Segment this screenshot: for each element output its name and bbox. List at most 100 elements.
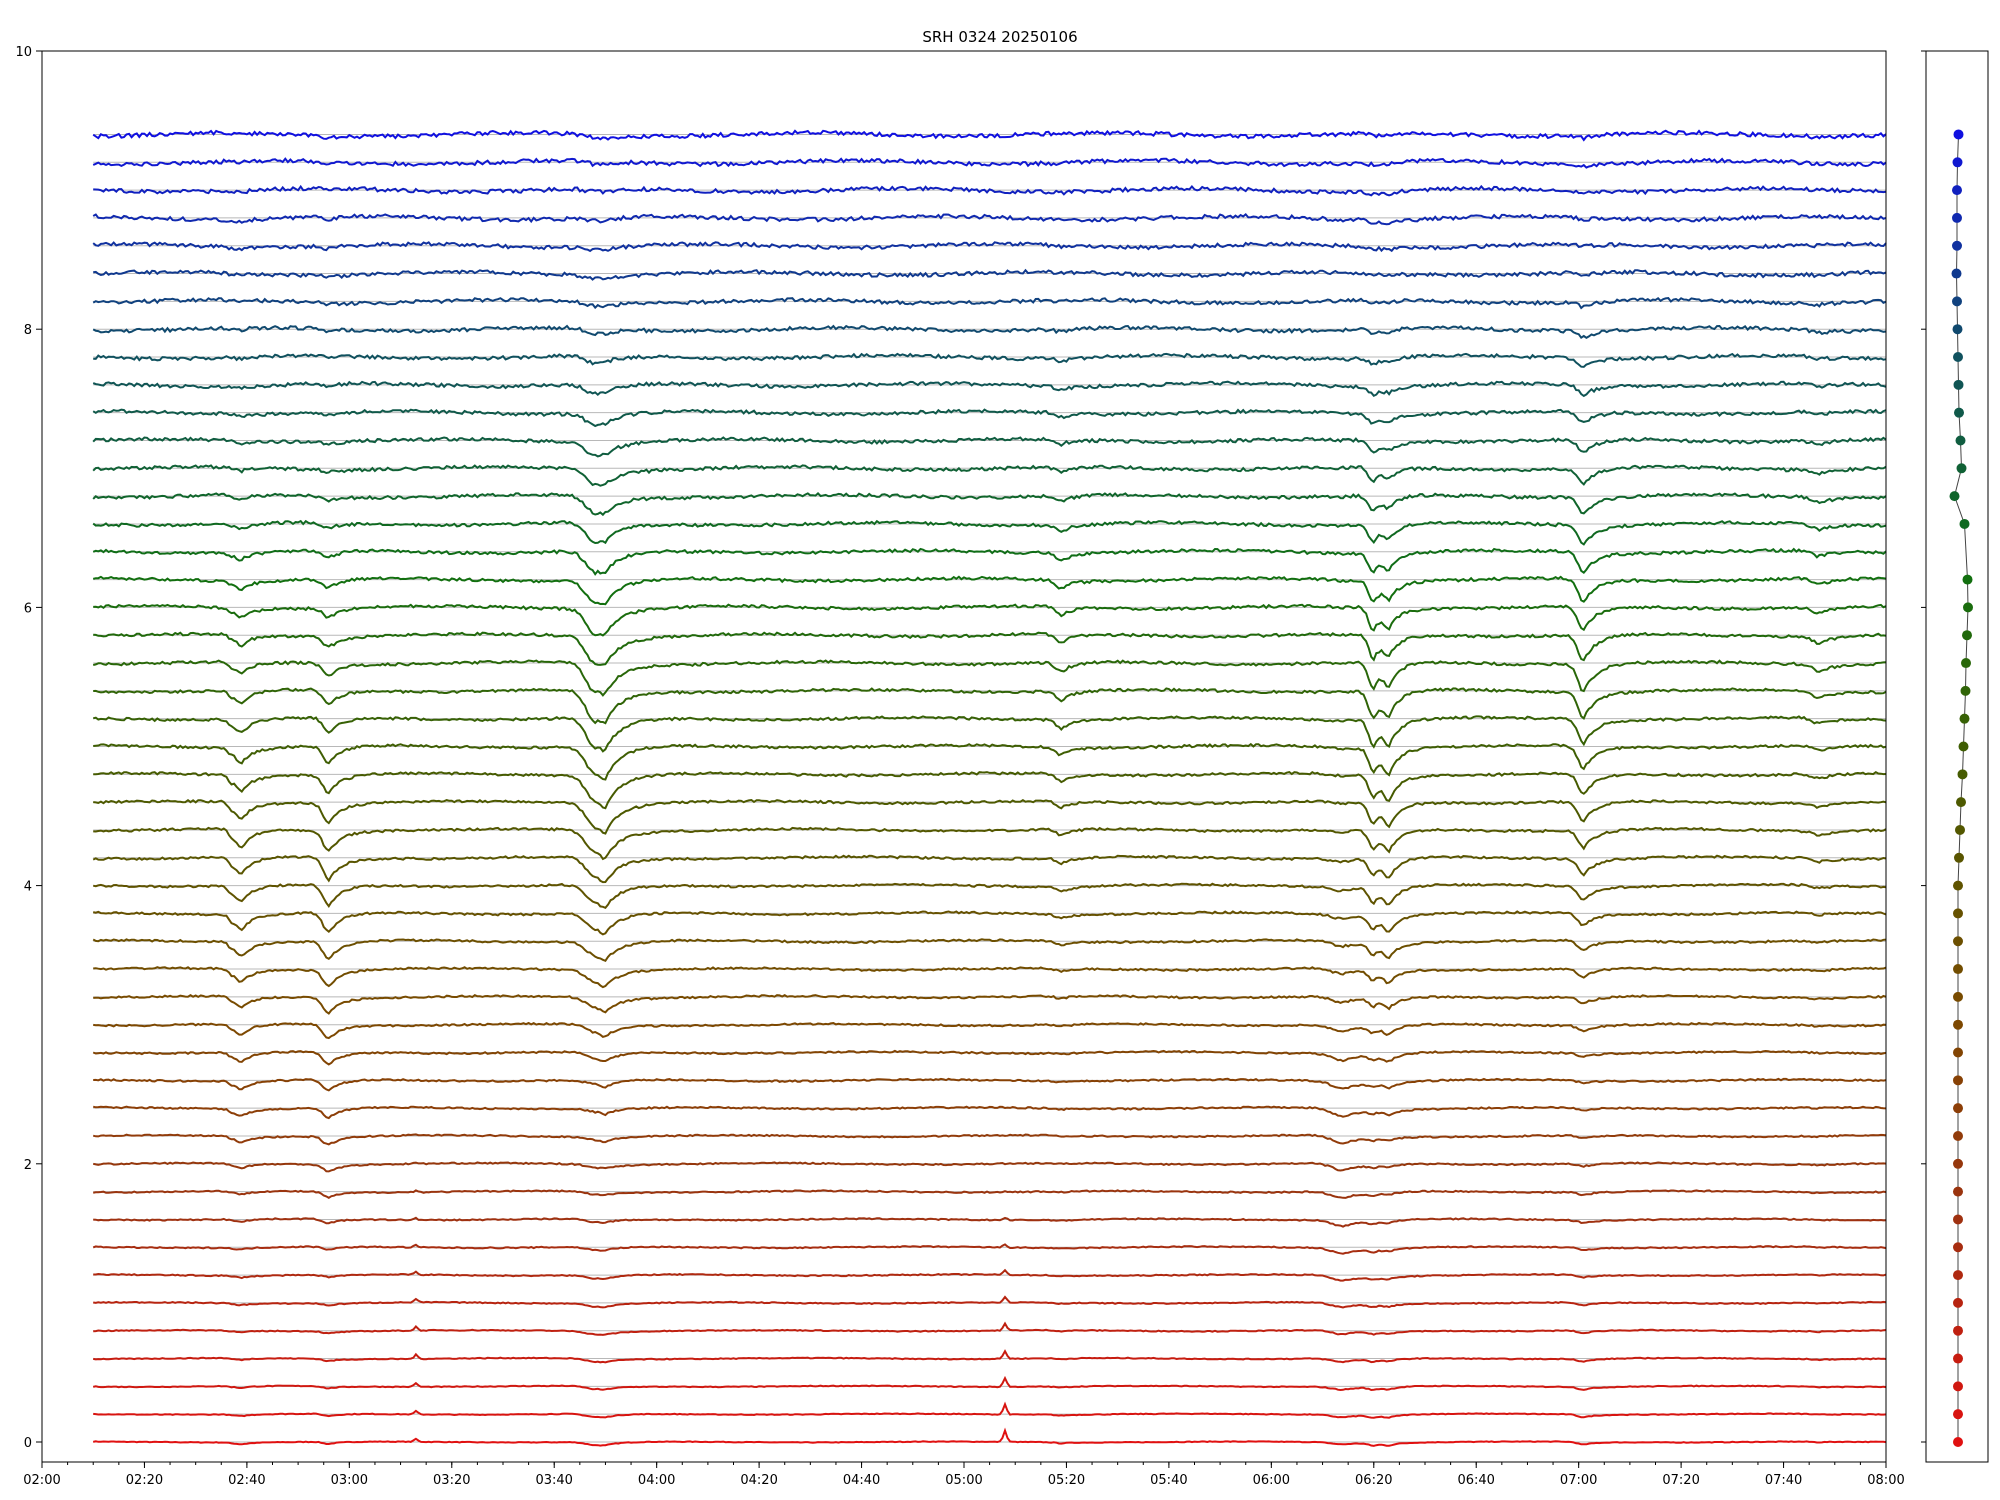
trace-line — [93, 1077, 1887, 1092]
side-point — [1953, 1353, 1963, 1364]
trace-line — [92, 157, 1887, 169]
side-point — [1955, 435, 1966, 446]
side-point — [1953, 1186, 1963, 1197]
trace-line — [92, 297, 1887, 310]
side-point — [1953, 1214, 1963, 1225]
side-point — [1952, 157, 1963, 168]
chart-title: SRH 0324 20250106 — [922, 28, 1077, 46]
side-point — [1957, 769, 1968, 780]
trace-line — [93, 687, 1887, 725]
side-point — [1953, 1158, 1963, 1169]
side-point — [1953, 1019, 1963, 1030]
trace-line — [92, 1105, 1887, 1120]
side-point — [1956, 797, 1966, 808]
side-point — [1953, 129, 1964, 140]
side-point — [1951, 268, 1962, 279]
x-tick-label: 02:40 — [228, 1473, 265, 1488]
trace-line — [92, 213, 1887, 226]
side-point — [1953, 1242, 1963, 1253]
trace-line — [92, 854, 1887, 884]
side-plot-area — [1921, 50, 1989, 1463]
trace-line — [93, 966, 1887, 989]
x-tick-label: 06:20 — [1355, 1473, 1392, 1488]
trace-line — [92, 464, 1887, 487]
x-tick-label: 03:40 — [535, 1473, 572, 1488]
side-point — [1953, 991, 1963, 1002]
y-tick-label: 0 — [24, 1436, 32, 1451]
trace-line — [93, 603, 1887, 637]
side-point — [1953, 1437, 1963, 1447]
side-point — [1949, 491, 1960, 502]
trace-line — [93, 994, 1887, 1015]
trace-line — [92, 1243, 1887, 1255]
side-point — [1955, 824, 1965, 835]
side-point — [1962, 630, 1972, 641]
x-tick-label: 07:20 — [1662, 1473, 1699, 1488]
side-point — [1953, 1130, 1963, 1141]
side-point — [1956, 463, 1967, 474]
trace-line — [92, 1161, 1887, 1173]
side-point — [1953, 1409, 1963, 1420]
trace-line — [93, 1349, 1887, 1364]
trace-line — [92, 547, 1887, 576]
x-tick-label: 04:00 — [638, 1473, 675, 1488]
side-point — [1953, 1297, 1963, 1308]
trace-line — [92, 436, 1887, 458]
side-point — [1963, 602, 1973, 613]
side-point — [1952, 240, 1962, 251]
side-point — [1953, 1103, 1963, 1114]
side-point — [1952, 324, 1963, 335]
side-point — [1953, 1270, 1963, 1281]
trace-line — [93, 798, 1887, 835]
trace-line — [92, 408, 1887, 428]
trace-line — [92, 715, 1887, 753]
x-tick-label: 05:40 — [1150, 1473, 1187, 1488]
trace-line — [92, 938, 1887, 963]
trace-line — [93, 268, 1887, 281]
side-point — [1960, 685, 1971, 696]
trace-line — [93, 631, 1887, 666]
x-tick-label: 05:20 — [1048, 1473, 1085, 1488]
side-point — [1953, 880, 1963, 891]
side-point — [1961, 658, 1971, 669]
x-tick-label: 06:40 — [1457, 1473, 1494, 1488]
trace-line — [92, 380, 1887, 398]
trace-line — [92, 241, 1887, 253]
trace-line — [92, 492, 1887, 517]
main-plot-area: 02:00 02:20 02:40 03:00 03:20 03:40 04:00 04:20… — [15, 45, 1904, 1488]
trace-line — [93, 1021, 1887, 1040]
side-point — [1959, 713, 1970, 724]
trace-line — [92, 659, 1887, 697]
side-point — [1953, 1075, 1963, 1086]
trace-line — [93, 1189, 1887, 1199]
side-point — [1958, 741, 1969, 752]
x-tick-label: 02:00 — [23, 1473, 60, 1488]
trace-line — [93, 770, 1887, 810]
trace-line — [93, 184, 1887, 197]
x-tick-label: 05:00 — [945, 1473, 982, 1488]
plot-frame — [41, 50, 1887, 1463]
trace-line — [92, 324, 1887, 340]
x-tick-label: 04:20 — [740, 1473, 777, 1488]
trace-line — [92, 129, 1887, 142]
x-tick-label: 07:00 — [1560, 1473, 1597, 1488]
side-point — [1953, 1381, 1963, 1392]
x-tick-label: 08:00 — [1867, 1473, 1904, 1488]
side-point — [1962, 574, 1973, 585]
trace-line — [93, 742, 1887, 781]
trace-line — [93, 1401, 1887, 1419]
side-point — [1952, 185, 1962, 196]
y-tick-label: 6 — [24, 601, 32, 616]
x-tick-label: 03:00 — [331, 1473, 368, 1488]
side-point — [1959, 518, 1970, 529]
side-point — [1952, 212, 1962, 223]
trace-line — [92, 575, 1887, 606]
x-tick-label: 06:00 — [1253, 1473, 1290, 1488]
side-point — [1953, 379, 1964, 390]
trace-line — [92, 1049, 1887, 1066]
y-tick-label: 4 — [24, 880, 32, 895]
trace-line — [92, 1133, 1887, 1146]
y-tick-label: 10 — [15, 45, 32, 60]
side-point — [1953, 1047, 1963, 1058]
